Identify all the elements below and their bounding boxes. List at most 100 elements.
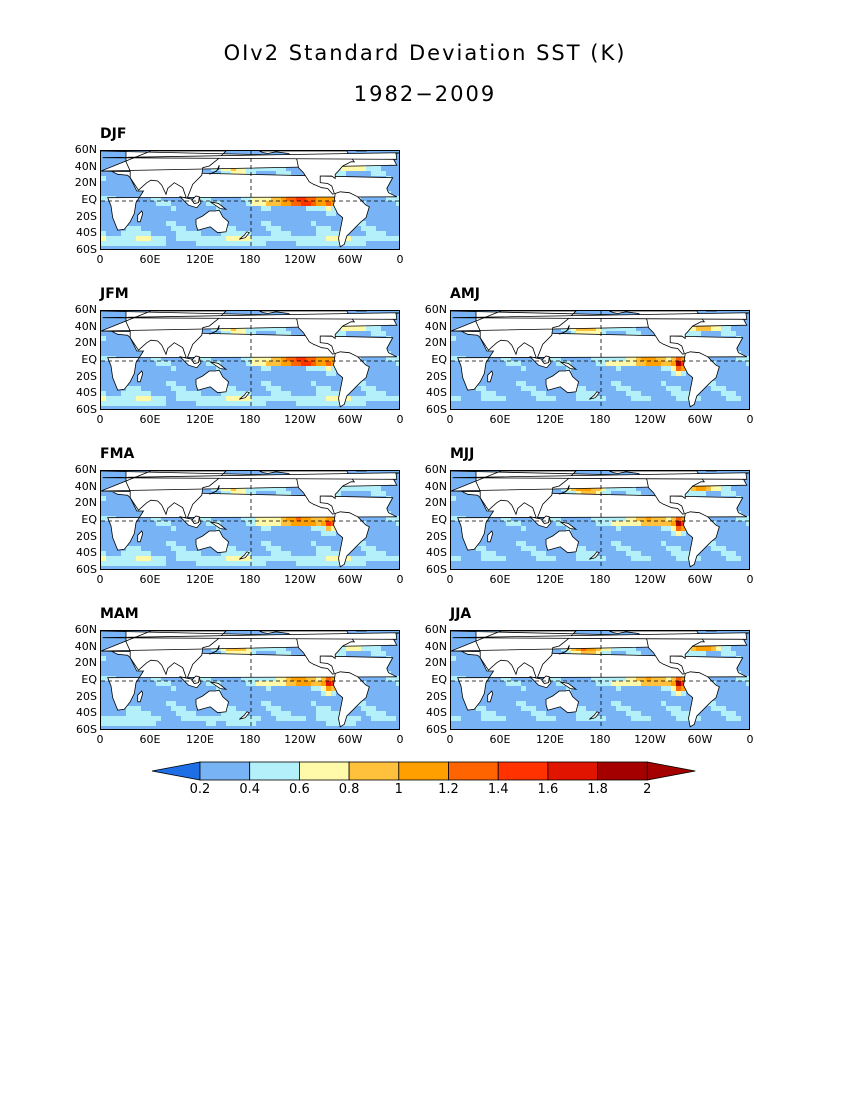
land-newzealand <box>589 391 600 400</box>
lat-tick-label: 40S <box>76 386 97 400</box>
land-borneo <box>191 195 200 204</box>
land-samerica <box>683 351 720 408</box>
land-newzealand <box>239 711 250 720</box>
colorbar-low-arrow <box>151 761 201 781</box>
lon-tick-label: 0 <box>396 253 404 266</box>
land-japan <box>209 645 220 655</box>
lat-tick-label: 20N <box>74 176 97 190</box>
lon-tick-label: 60W <box>337 573 363 586</box>
lat-tick-label: EQ <box>81 513 97 526</box>
land-australia <box>195 529 229 554</box>
sst-field-fma <box>101 471 399 569</box>
lat-tick-label: EQ <box>81 673 97 686</box>
sst-map-jja <box>450 630 750 730</box>
lon-tick-label: 180 <box>239 413 261 426</box>
lat-tick-label: 60N <box>424 623 447 636</box>
colorbar-level-label: 1 <box>394 782 403 797</box>
lat-tick-label: 60S <box>76 563 97 576</box>
colorbar-box <box>547 761 598 781</box>
lon-tick-label: 60W <box>687 413 713 426</box>
colorbar-level-label: 1.2 <box>438 782 459 797</box>
land-newguinea <box>559 361 578 370</box>
lon-tick-label: 120W <box>634 413 666 426</box>
colorbar-level-label: 0.2 <box>189 782 211 797</box>
land-australia <box>195 369 229 394</box>
lat-tick-label: 20S <box>76 369 97 383</box>
sst-field-mam <box>101 631 399 729</box>
lat-tick-label: 20S <box>426 369 447 383</box>
lon-tick-label: 60W <box>337 413 363 426</box>
land-uk <box>102 312 399 320</box>
colorbar-high-arrow <box>646 761 696 781</box>
lat-tick-label: 20N <box>424 656 447 670</box>
lon-tick-label: 60W <box>687 733 713 746</box>
land-borneo <box>541 355 550 364</box>
land-uk <box>102 152 399 160</box>
lat-tick-label: 40S <box>426 706 447 720</box>
land-samerica <box>683 671 720 728</box>
colorbar-level-label: 1.4 <box>487 782 509 797</box>
lat-tick-label: EQ <box>431 513 447 526</box>
lon-tick-label: 120W <box>284 253 316 266</box>
panel-label-jja: JJA <box>450 606 472 622</box>
lat-tick-label: 60N <box>74 463 97 476</box>
land-borneo <box>191 355 200 364</box>
land-madagascar <box>137 530 144 543</box>
lon-tick-label: 60E <box>139 733 161 746</box>
land-australia <box>545 689 579 714</box>
lat-tick-label: 40S <box>76 226 97 240</box>
lon-tick-label: 0 <box>746 573 754 586</box>
colorbar-level-label: 1.8 <box>587 782 608 797</box>
lon-tick-label: 60E <box>139 253 161 266</box>
land-newguinea <box>209 361 228 370</box>
land-japan <box>209 325 220 335</box>
sst-map-mam <box>100 630 400 730</box>
land-newzealand <box>239 391 250 400</box>
lon-tick-label: 0 <box>396 573 404 586</box>
lon-tick-label: 120W <box>284 413 316 426</box>
sst-map-djf <box>100 150 400 250</box>
colorbar-box <box>448 761 499 781</box>
lat-tick-label: 20S <box>76 209 97 223</box>
lon-tick-label: 0 <box>746 413 754 426</box>
sst-field-djf <box>101 151 399 249</box>
colorbar-level-label: 0.4 <box>239 782 261 797</box>
land-madagascar <box>137 370 144 383</box>
lat-tick-label: 40N <box>424 319 447 333</box>
land-australia <box>545 529 579 554</box>
lat-tick-label: 40S <box>76 706 97 720</box>
land-australia <box>195 209 229 234</box>
lat-tick-label: 20S <box>76 529 97 543</box>
lon-tick-label: 180 <box>589 573 611 586</box>
lat-tick-label: 20N <box>424 496 447 510</box>
land-madagascar <box>487 370 494 383</box>
lon-tick-label: 120W <box>284 733 316 746</box>
land-japan <box>559 645 570 655</box>
lon-tick-label: 60W <box>337 253 363 266</box>
sst-field-jfm <box>101 311 399 409</box>
land-newzealand <box>239 551 250 560</box>
land-uk <box>452 632 749 640</box>
land-newguinea <box>209 201 228 210</box>
lat-tick-label: 60S <box>426 403 447 416</box>
panel-label-fma: FMA <box>100 446 135 462</box>
lat-tick-label: 60S <box>76 403 97 416</box>
lon-tick-label: 0 <box>96 733 104 746</box>
land-madagascar <box>487 530 494 543</box>
lat-tick-label: 60N <box>74 143 97 156</box>
lon-tick-label: 60E <box>489 573 511 586</box>
lon-tick-label: 120E <box>536 573 564 586</box>
land-japan <box>209 165 220 175</box>
sst-field-jja <box>451 631 749 729</box>
lon-tick-label: 0 <box>396 413 404 426</box>
lat-tick-label: 60N <box>424 463 447 476</box>
lon-tick-label: 0 <box>746 733 754 746</box>
lon-tick-label: 0 <box>446 413 454 426</box>
lat-tick-label: 20S <box>426 529 447 543</box>
sst-field-amj <box>451 311 749 409</box>
land-borneo <box>541 675 550 684</box>
lat-tick-label: 40N <box>74 479 97 493</box>
colorbar-box <box>348 761 400 781</box>
land-japan <box>559 485 570 495</box>
lon-tick-label: 0 <box>446 573 454 586</box>
